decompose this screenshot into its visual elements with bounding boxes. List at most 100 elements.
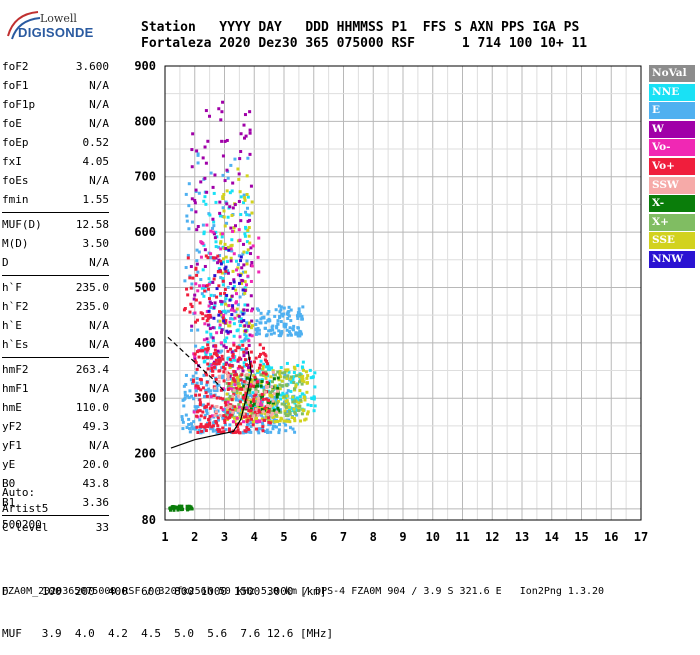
echo-point	[242, 201, 246, 205]
echo-point	[284, 423, 288, 427]
x-tick-label: 7	[340, 530, 347, 544]
echo-point	[241, 312, 245, 316]
echo-point	[263, 412, 267, 416]
echo-point	[189, 505, 193, 509]
echo-point	[278, 369, 282, 373]
echo-point	[277, 428, 281, 432]
param-value: N/A	[89, 174, 109, 187]
echo-point	[238, 274, 242, 278]
echo-point	[300, 382, 304, 386]
echo-point	[254, 390, 258, 394]
echo-point	[246, 156, 250, 160]
echo-point	[218, 413, 222, 417]
echo-point	[211, 226, 215, 230]
file-info-footer: FZA0M_2020365075000.RSF / 320fx256h 50 k…	[2, 586, 605, 597]
y-tick-label: 200	[134, 447, 156, 461]
param-value: 43.8	[82, 477, 110, 490]
echo-point	[283, 409, 287, 413]
echo-point	[249, 360, 253, 364]
echo-point	[239, 422, 243, 426]
echo-point	[226, 409, 230, 413]
echo-point	[190, 394, 194, 398]
echo-point	[247, 324, 251, 328]
echo-point	[239, 132, 243, 136]
echo-point	[226, 285, 230, 289]
legend-entry: NNE	[649, 83, 695, 101]
echo-point	[185, 219, 189, 223]
echo-point	[264, 365, 268, 369]
echo-point	[187, 423, 191, 427]
echo-point	[206, 341, 210, 345]
echo-point	[228, 366, 232, 370]
echo-point	[273, 395, 277, 399]
echo-point	[262, 315, 266, 319]
echo-point	[297, 398, 301, 402]
echo-point	[221, 316, 225, 320]
echo-point	[242, 364, 246, 368]
echo-point	[180, 504, 184, 508]
echo-point	[237, 314, 241, 318]
echo-point	[287, 309, 291, 313]
echo-point	[195, 425, 199, 429]
param-value: 49.3	[82, 420, 110, 433]
echo-point	[282, 322, 286, 326]
param-value: 3.600	[75, 60, 109, 73]
echo-point	[202, 338, 206, 342]
auto-version: 500200	[2, 518, 42, 531]
echo-point	[216, 416, 220, 420]
echo-point	[284, 429, 288, 433]
echo-point	[207, 313, 211, 317]
echo-point	[305, 381, 309, 385]
echo-point	[206, 402, 210, 406]
echo-point	[287, 407, 291, 411]
echo-point	[250, 264, 254, 268]
echo-point	[211, 185, 215, 189]
echo-point	[231, 377, 235, 381]
x-tick-label: 4	[251, 530, 258, 544]
echo-point	[200, 429, 204, 433]
echo-point	[195, 414, 199, 418]
echo-point	[257, 399, 261, 403]
echo-point	[192, 410, 196, 414]
echo-point	[236, 328, 240, 332]
echo-point	[252, 381, 256, 385]
echo-point	[244, 227, 248, 231]
echo-point	[219, 262, 223, 266]
echo-point	[240, 398, 244, 402]
echo-point	[207, 418, 211, 422]
echo-point	[310, 396, 314, 400]
echo-point	[219, 430, 223, 434]
echo-point	[183, 393, 187, 397]
echo-point	[228, 357, 232, 361]
echo-point	[211, 230, 215, 234]
echo-point	[208, 406, 212, 410]
echo-point	[243, 286, 247, 290]
echo-point	[267, 310, 271, 314]
echo-point	[216, 319, 220, 323]
echo-point	[199, 255, 203, 259]
echo-point	[223, 321, 227, 325]
echo-point	[238, 295, 242, 299]
echo-point	[233, 405, 237, 409]
echo-point	[234, 349, 238, 353]
echo-point	[269, 391, 273, 395]
echo-point	[181, 507, 185, 511]
param-value: N/A	[89, 98, 109, 111]
echo-point	[285, 361, 289, 365]
echo-point	[302, 368, 306, 372]
echo-point	[292, 397, 296, 401]
echo-point	[294, 331, 298, 335]
echo-point	[248, 213, 252, 217]
echo-point	[215, 431, 219, 435]
echo-point	[206, 139, 210, 143]
echo-point	[297, 408, 301, 412]
echo-point	[190, 381, 194, 385]
echo-point	[228, 396, 232, 400]
echo-point	[222, 379, 226, 383]
echo-point	[238, 391, 242, 395]
echo-point	[279, 375, 283, 379]
echo-point	[240, 310, 244, 314]
echo-point	[221, 195, 225, 199]
echo-point	[194, 386, 198, 390]
echo-point	[298, 380, 302, 384]
